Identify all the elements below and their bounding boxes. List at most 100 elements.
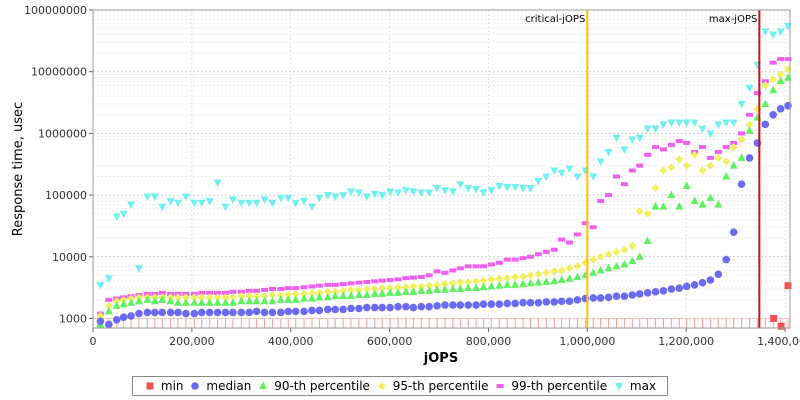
data-point [776, 105, 785, 113]
data-point [550, 247, 558, 252]
y-axis-ticks: 1000 10000 100000 1000000 10000000 100000000 [24, 4, 93, 325]
data-point [698, 200, 707, 208]
data-point [205, 298, 214, 306]
data-point [487, 187, 496, 195]
data-point [96, 317, 105, 326]
data-point [487, 262, 495, 267]
data-point [150, 296, 159, 305]
data-point [534, 298, 543, 307]
data-point [784, 282, 792, 290]
data-point [503, 280, 512, 288]
data-point [777, 57, 785, 62]
data-point [205, 293, 214, 302]
data-point [221, 308, 230, 317]
data-point [229, 289, 237, 294]
data-point [565, 274, 574, 282]
data-point [300, 294, 309, 302]
data-point [526, 185, 535, 193]
data-point [228, 196, 237, 204]
data-point [776, 70, 785, 79]
data-point [331, 291, 340, 300]
data-point [612, 247, 621, 256]
data-point [127, 298, 136, 306]
data-point [245, 199, 254, 208]
data-point [386, 284, 395, 293]
data-point [440, 187, 449, 195]
data-point [729, 119, 738, 128]
data-point [761, 28, 770, 36]
data-point [628, 241, 637, 250]
data-point [479, 189, 488, 198]
data-point [96, 281, 105, 290]
data-point [682, 181, 691, 190]
data-point [284, 194, 293, 203]
data-point [166, 198, 175, 206]
data-point [284, 286, 292, 291]
data-point [378, 278, 386, 283]
data-point [682, 119, 691, 128]
data-point [628, 291, 637, 299]
data-point [487, 281, 496, 290]
data-point [135, 309, 143, 318]
data-point [284, 295, 293, 303]
data-point [315, 306, 324, 315]
data-point [104, 301, 113, 310]
data-point [651, 125, 660, 133]
data-point [620, 292, 629, 300]
y-tick-label: 100000000 [24, 4, 87, 17]
y-tick-label: 10000 [52, 251, 87, 264]
data-point [675, 284, 684, 292]
series-min [770, 282, 792, 330]
legend-label: 99-th percentile [511, 379, 608, 393]
data-point [534, 278, 543, 286]
legend-swatch-shape [377, 382, 386, 390]
data-point [519, 256, 527, 261]
data-point [675, 119, 684, 128]
data-point [472, 277, 481, 286]
legend-item: max [613, 379, 656, 393]
data-point [643, 289, 652, 297]
data-point [166, 308, 175, 317]
data-point [276, 295, 285, 303]
data-point [573, 296, 582, 304]
series-90-th-percentile [96, 73, 793, 328]
data-point [127, 201, 136, 210]
data-point [479, 276, 488, 285]
data-point [456, 266, 464, 271]
data-point [495, 281, 504, 289]
data-point [228, 298, 237, 306]
legend-swatch [259, 381, 268, 389]
data-point [620, 245, 629, 254]
data-point [339, 282, 347, 287]
data-point [150, 308, 159, 317]
data-point [550, 298, 559, 306]
x-tick-label: 1,200,000 [658, 335, 714, 348]
data-point [433, 302, 441, 310]
data-point [237, 199, 246, 208]
data-point [557, 275, 566, 283]
data-point [659, 121, 668, 129]
data-point [190, 309, 199, 318]
data-point [557, 297, 566, 306]
data-point [378, 192, 387, 200]
data-point [198, 290, 206, 295]
data-point [456, 181, 465, 189]
data-point [542, 173, 551, 181]
data-point [667, 119, 676, 128]
data-point [441, 301, 449, 309]
data-point [440, 285, 449, 293]
data-point [565, 297, 574, 306]
data-point [433, 185, 442, 193]
data-point [386, 188, 395, 196]
data-point [166, 296, 175, 305]
data-point [769, 111, 777, 119]
data-point [402, 302, 410, 311]
data-point [402, 276, 410, 281]
data-point [354, 189, 363, 198]
data-point [228, 293, 237, 302]
data-point [565, 264, 574, 273]
data-point [307, 203, 316, 212]
data-point [221, 290, 229, 295]
data-point [386, 277, 394, 282]
data-point [769, 75, 778, 84]
